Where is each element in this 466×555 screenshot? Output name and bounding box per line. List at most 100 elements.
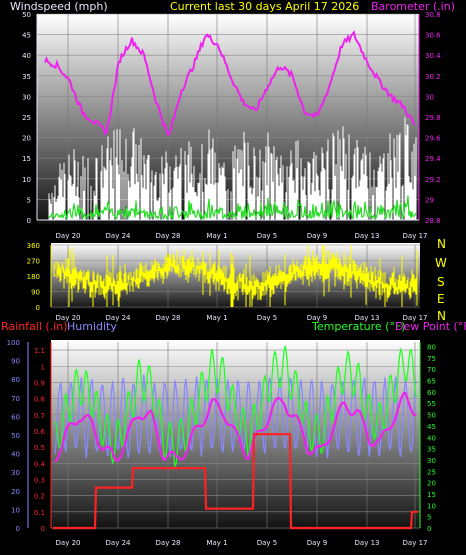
wind-x-tick-label: Day 13 bbox=[355, 232, 380, 240]
rainfall-legend: Rainfall (.in) bbox=[1, 320, 68, 333]
baro-tick-label: 29 bbox=[425, 196, 434, 204]
temp-tick-label: 20 bbox=[427, 480, 436, 488]
barometer-line bbox=[44, 30, 416, 137]
temp-tick-label: 5 bbox=[427, 514, 431, 522]
humidity-legend: Humidity bbox=[67, 320, 117, 333]
rain-tick-label: 0.7 bbox=[34, 412, 45, 420]
humidity-tick-label: 20 bbox=[11, 488, 20, 496]
humidity-tick-label: 30 bbox=[11, 469, 20, 477]
chart-title: Current last 30 days April 17 2026 bbox=[170, 0, 359, 13]
wind-x-tick-label: Day 9 bbox=[307, 232, 328, 240]
rainfall-line bbox=[53, 433, 418, 530]
wind-x-tick-label: Day 28 bbox=[156, 232, 181, 240]
svg-text:S: S bbox=[437, 275, 445, 289]
humidity-tick-label: 80 bbox=[11, 376, 20, 384]
temp-tick-label: 50 bbox=[427, 412, 436, 420]
rain-tick-label: 0.2 bbox=[34, 493, 45, 501]
temp-tick-label: 15 bbox=[427, 491, 436, 499]
svg-text:N: N bbox=[437, 237, 446, 251]
temp-tick-label: 10 bbox=[427, 502, 436, 510]
svg-text:N: N bbox=[437, 309, 446, 323]
baro-tick-label: 30 bbox=[425, 93, 434, 101]
temp-tick-label: 45 bbox=[427, 423, 436, 431]
svg-text:E: E bbox=[437, 292, 445, 306]
wind-tick-label: 5 bbox=[27, 196, 31, 204]
wind-tick-label: 45 bbox=[22, 32, 31, 40]
dir-tick-label: 270 bbox=[27, 258, 40, 266]
baro-tick-label: 29.8 bbox=[425, 114, 441, 122]
wind-tick-label: 20 bbox=[22, 135, 31, 143]
dir-tick-label: 90 bbox=[31, 289, 40, 297]
temp-x-tick-label: May 1 bbox=[206, 539, 227, 547]
baro-tick-label: 29.6 bbox=[425, 135, 441, 143]
wind-direction-marks bbox=[53, 245, 418, 307]
temp-tick-label: 40 bbox=[427, 434, 436, 442]
wind-tick-label: 40 bbox=[22, 52, 31, 60]
humidity-tick-label: 100 bbox=[7, 339, 20, 347]
wind-x-tick-label: Day 5 bbox=[257, 232, 278, 240]
wind-x-tick-label: Day 24 bbox=[106, 232, 132, 240]
humidity-tick-label: 40 bbox=[11, 451, 20, 459]
temp-x-tick-label: Day 28 bbox=[156, 539, 181, 547]
wind-tick-label: 35 bbox=[22, 73, 31, 81]
rain-tick-label: 0.1 bbox=[34, 509, 45, 517]
wind-tick-label: 30 bbox=[22, 93, 31, 101]
wind-tick-label: 50 bbox=[22, 11, 31, 19]
baro-tick-label: 30.8 bbox=[425, 11, 441, 19]
temperature-legend: Temperature (°F) bbox=[311, 320, 406, 333]
dir-tick-label: 0 bbox=[36, 304, 40, 312]
barometer-title: Barometer (.in) bbox=[371, 0, 455, 13]
temp-tick-label: 70 bbox=[427, 366, 436, 374]
humidity-tick-label: 50 bbox=[11, 432, 20, 440]
humidity-tick-label: 70 bbox=[11, 395, 20, 403]
temp-tick-label: 75 bbox=[427, 355, 436, 363]
humidity-tick-label: 90 bbox=[11, 358, 20, 366]
wind-tick-label: 0 bbox=[27, 217, 31, 225]
rain-tick-label: 1.1 bbox=[34, 347, 45, 355]
dir-tick-label: 360 bbox=[27, 242, 40, 250]
wind-tick-label: 10 bbox=[22, 176, 31, 184]
wind-gust-bars bbox=[48, 117, 417, 220]
wind-x-tick-label: Day 20 bbox=[56, 232, 81, 240]
baro-tick-label: 29.4 bbox=[425, 155, 441, 163]
rain-tick-label: 0.9 bbox=[34, 379, 45, 387]
dir-x-tick-label: May 1 bbox=[206, 314, 227, 322]
svg-text:W: W bbox=[435, 256, 447, 270]
direction-compass-labels: N W S E N bbox=[435, 237, 447, 323]
baro-tick-label: 30.6 bbox=[425, 32, 441, 40]
temp-tick-label: 30 bbox=[427, 457, 436, 465]
temp-x-tick-label: Day 17 bbox=[403, 539, 428, 547]
temp-tick-label: 35 bbox=[427, 446, 436, 454]
dir-x-tick-label: Day 17 bbox=[403, 314, 428, 322]
temp-panel bbox=[51, 340, 420, 530]
rain-tick-label: 0.4 bbox=[34, 460, 46, 468]
temp-x-tick-label: Day 13 bbox=[355, 539, 380, 547]
wind-x-tick-label: May 1 bbox=[206, 232, 227, 240]
temp-tick-label: 25 bbox=[427, 468, 436, 476]
temp-x-tick-label: Day 5 bbox=[257, 539, 278, 547]
temp-tick-label: 80 bbox=[427, 344, 436, 352]
baro-tick-label: 28.8 bbox=[425, 217, 441, 225]
dir-x-tick-label: Day 20 bbox=[56, 314, 81, 322]
baro-tick-label: 29.2 bbox=[425, 176, 441, 184]
rain-tick-label: 0.3 bbox=[34, 476, 45, 484]
rain-tick-label: 1 bbox=[41, 363, 45, 371]
rain-tick-label: 0.6 bbox=[34, 428, 46, 436]
dir-x-tick-label: Day 9 bbox=[307, 314, 328, 322]
temp-x-tick-label: Day 24 bbox=[106, 539, 132, 547]
temp-tick-label: 65 bbox=[427, 378, 436, 386]
windspeed-title: Windspeed (mph) bbox=[10, 0, 108, 13]
dir-tick-label: 180 bbox=[27, 273, 40, 281]
wind-average-line bbox=[48, 195, 417, 221]
dir-x-tick-label: Day 24 bbox=[106, 314, 132, 322]
dir-x-tick-label: Day 5 bbox=[257, 314, 278, 322]
dewpoint-line bbox=[54, 391, 417, 463]
baro-tick-label: 30.2 bbox=[425, 73, 441, 81]
temp-x-tick-label: Day 9 bbox=[307, 539, 328, 547]
dir-x-tick-label: Day 13 bbox=[355, 314, 380, 322]
dir-x-tick-label: Day 28 bbox=[156, 314, 181, 322]
wind-tick-label: 15 bbox=[22, 155, 31, 163]
temp-tick-label: 60 bbox=[427, 389, 436, 397]
humidity-tick-label: 10 bbox=[11, 506, 20, 514]
